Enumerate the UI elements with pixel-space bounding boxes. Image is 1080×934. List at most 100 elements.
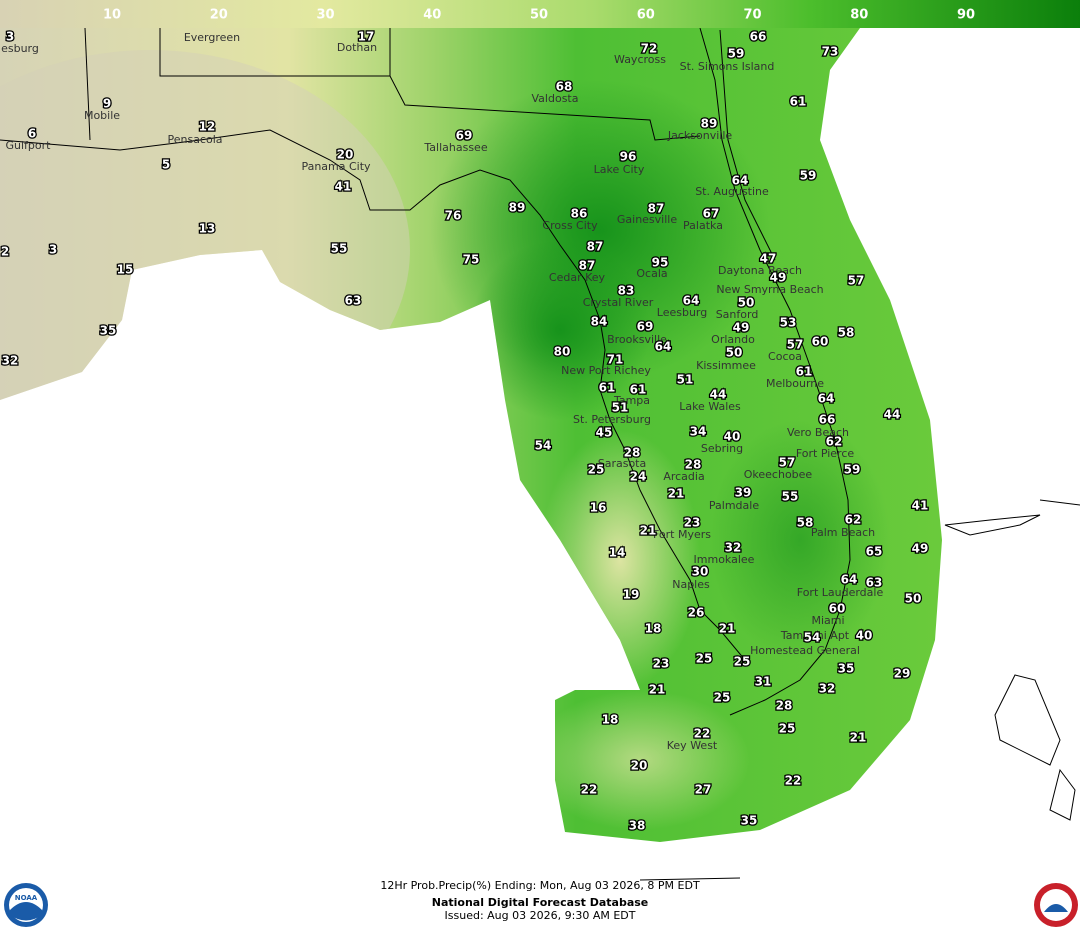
point-value: 32 [725, 541, 742, 555]
city-label: Gulfport [6, 139, 52, 152]
city-label: Cedar Key [549, 271, 606, 284]
point-value: 39 [735, 486, 752, 500]
city-label: Key West [667, 739, 718, 752]
point-value: 57 [787, 338, 804, 352]
point-value: 61 [630, 383, 647, 397]
point-value: 67 [703, 207, 720, 221]
point-value: 24 [630, 470, 647, 484]
point-value: 25 [779, 722, 796, 736]
database-title: National Digital Forecast Database [432, 896, 649, 909]
city-label: Daytona Beach [718, 264, 802, 277]
scale-tick-label: 70 [743, 8, 761, 23]
city-label: Cross City [542, 219, 598, 232]
point-value: 96 [620, 150, 637, 164]
point-value: 53 [780, 316, 797, 330]
point-value: 6 [28, 127, 36, 141]
scale-tick-label: 90 [957, 8, 975, 23]
city-label: Tallahassee [423, 141, 487, 154]
point-value: 18 [602, 713, 619, 727]
city-label: Miami [811, 614, 844, 627]
point-value: 54 [535, 439, 552, 453]
scale-tick-label: 30 [316, 8, 334, 23]
point-value: 69 [637, 320, 654, 334]
point-value: 22 [785, 774, 802, 788]
point-value: 35 [741, 814, 758, 828]
point-value: 59 [728, 47, 745, 61]
point-value: 50 [726, 346, 743, 360]
city-label: Pensacola [167, 133, 222, 146]
point-value: 51 [677, 373, 694, 387]
point-value: 72 [641, 42, 658, 56]
city-label: Sanford [716, 308, 759, 321]
point-value: 41 [912, 499, 929, 513]
city-label: Leesburg [657, 306, 707, 319]
point-value: 38 [629, 819, 646, 833]
point-value: 5 [162, 158, 170, 172]
city-label: Arcadia [663, 470, 704, 483]
point-value: 20 [631, 759, 648, 773]
point-value: 17 [358, 30, 375, 44]
point-value: 25 [696, 652, 713, 666]
point-value: 22 [694, 727, 711, 741]
point-value: 47 [760, 252, 777, 266]
point-value: 32 [2, 354, 19, 368]
point-value: 60 [812, 335, 829, 349]
point-value: 61 [599, 381, 616, 395]
point-value: 50 [738, 296, 755, 310]
point-value: 21 [850, 731, 867, 745]
point-value: 89 [509, 201, 526, 215]
point-value: 15 [117, 263, 134, 277]
point-value: 68 [556, 80, 573, 94]
point-value: 21 [719, 622, 736, 636]
point-value: 71 [607, 353, 624, 367]
point-value: 32 [819, 682, 836, 696]
city-label: Kissimmee [696, 359, 756, 372]
issued-text: Issued: Aug 03 2026, 9:30 AM EDT [445, 909, 636, 922]
point-value: 40 [856, 629, 873, 643]
point-value: 61 [790, 95, 807, 109]
point-value: 61 [796, 365, 813, 379]
city-label: Palm Beach [811, 526, 875, 539]
point-value: 49 [770, 271, 787, 285]
point-value: 21 [649, 683, 666, 697]
scale-tick-label: 10 [103, 8, 121, 23]
point-value: 9 [103, 97, 111, 111]
city-label: New Smyrna Beach [716, 283, 823, 296]
point-value: 13 [199, 222, 216, 236]
city-label: Palmdale [709, 499, 759, 512]
point-value: 14 [609, 546, 626, 560]
color-scale [0, 0, 1080, 28]
point-value: 87 [579, 259, 596, 273]
point-value: 21 [668, 487, 685, 501]
point-value: 41 [335, 180, 352, 194]
city-label: Homestead General [750, 644, 860, 657]
point-value: 59 [800, 169, 817, 183]
scale-tick-label: 80 [850, 8, 868, 23]
point-value: 16 [590, 501, 607, 515]
logo-text: NOAA [15, 894, 38, 902]
city-label: Waycross [614, 53, 666, 66]
point-value: 73 [822, 45, 839, 59]
point-value: 66 [819, 413, 836, 427]
point-value: 45 [596, 426, 613, 440]
point-value: 27 [695, 783, 712, 797]
point-value: 60 [829, 602, 846, 616]
point-value: 28 [685, 458, 702, 472]
coastlines [0, 27, 1080, 881]
city-label: St. Simons Island [680, 60, 775, 73]
scale-tick-label: 50 [530, 8, 548, 23]
city-label: St. Petersburg [573, 413, 651, 426]
city-label: Fort Myers [653, 528, 711, 541]
city-label: Ocala [636, 267, 667, 280]
city-label: Fort Lauderdale [797, 586, 884, 599]
point-value: 51 [612, 401, 629, 415]
city-label: esburg [1, 42, 39, 55]
point-value: 66 [750, 30, 767, 44]
point-value: 23 [684, 516, 701, 530]
point-value: 12 [199, 120, 216, 134]
point-value: 63 [866, 576, 883, 590]
point-value: 57 [848, 274, 865, 288]
point-value: 54 [804, 631, 821, 645]
city-label: Tampa [613, 394, 650, 407]
